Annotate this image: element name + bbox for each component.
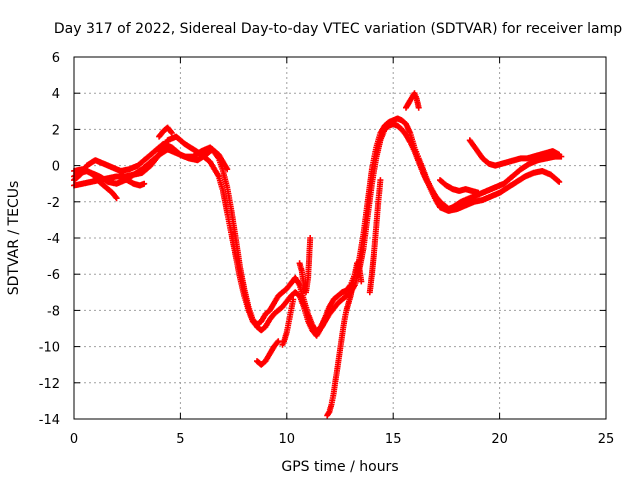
y-axis-label: SDTVAR / TECUs: [6, 181, 22, 296]
y-tick-label: -8: [47, 304, 60, 319]
y-tick-label: -4: [47, 232, 60, 247]
series-marks: [156, 124, 175, 140]
series-trace-h: [279, 296, 297, 348]
y-tick-label: 0: [52, 160, 60, 175]
series-marks: [296, 235, 314, 296]
series-marks: [466, 137, 563, 169]
chart-title: Day 317 of 2022, Sidereal Day-to-day VTE…: [54, 21, 622, 37]
series-marks: [71, 115, 565, 336]
x-tick-label: 15: [385, 432, 402, 447]
series-trace-g: [254, 338, 282, 368]
x-tick-label: 25: [598, 432, 615, 447]
series-trace-l: [466, 137, 563, 169]
tick-labels: 0 5 10 15 20 25 -14 -12 -10 -8 -6 -4 -2 0 2 4 6: [39, 51, 615, 447]
series-marks: [324, 260, 365, 419]
series-marks: [437, 177, 482, 196]
series-trace-a: [71, 115, 565, 336]
y-tick-label: 6: [52, 51, 60, 66]
y-tick-label: -14: [39, 413, 60, 428]
series-trace-n: [366, 177, 384, 296]
series-trace-k: [403, 90, 422, 111]
series-marks: [71, 121, 563, 339]
series-trace-i: [296, 235, 314, 296]
y-tick-label: -10: [39, 341, 60, 356]
y-tick-label: -12: [39, 377, 60, 392]
series-marks: [403, 90, 422, 111]
series-trace-b: [71, 121, 563, 339]
x-axis-label: GPS time / hours: [281, 459, 398, 475]
series-trace-e: [117, 175, 148, 189]
series-trace-f: [156, 124, 175, 140]
series-marks: [366, 177, 384, 296]
y-tick-label: -2: [47, 196, 60, 211]
x-tick-label: 5: [176, 432, 184, 447]
x-tick-label: 20: [491, 432, 508, 447]
y-tick-label: -6: [47, 268, 60, 283]
x-tick-label: 0: [70, 432, 78, 447]
series-trace-j: [324, 260, 365, 419]
series-marks: [254, 338, 282, 368]
y-tick-label: 2: [52, 123, 60, 138]
axis-ticks: [73, 56, 607, 420]
data-points: [71, 90, 565, 419]
x-tick-label: 10: [279, 432, 296, 447]
series-marks: [279, 296, 297, 348]
y-tick-label: 4: [52, 87, 60, 102]
series-trace-m: [437, 177, 482, 196]
series-marks: [117, 175, 148, 189]
